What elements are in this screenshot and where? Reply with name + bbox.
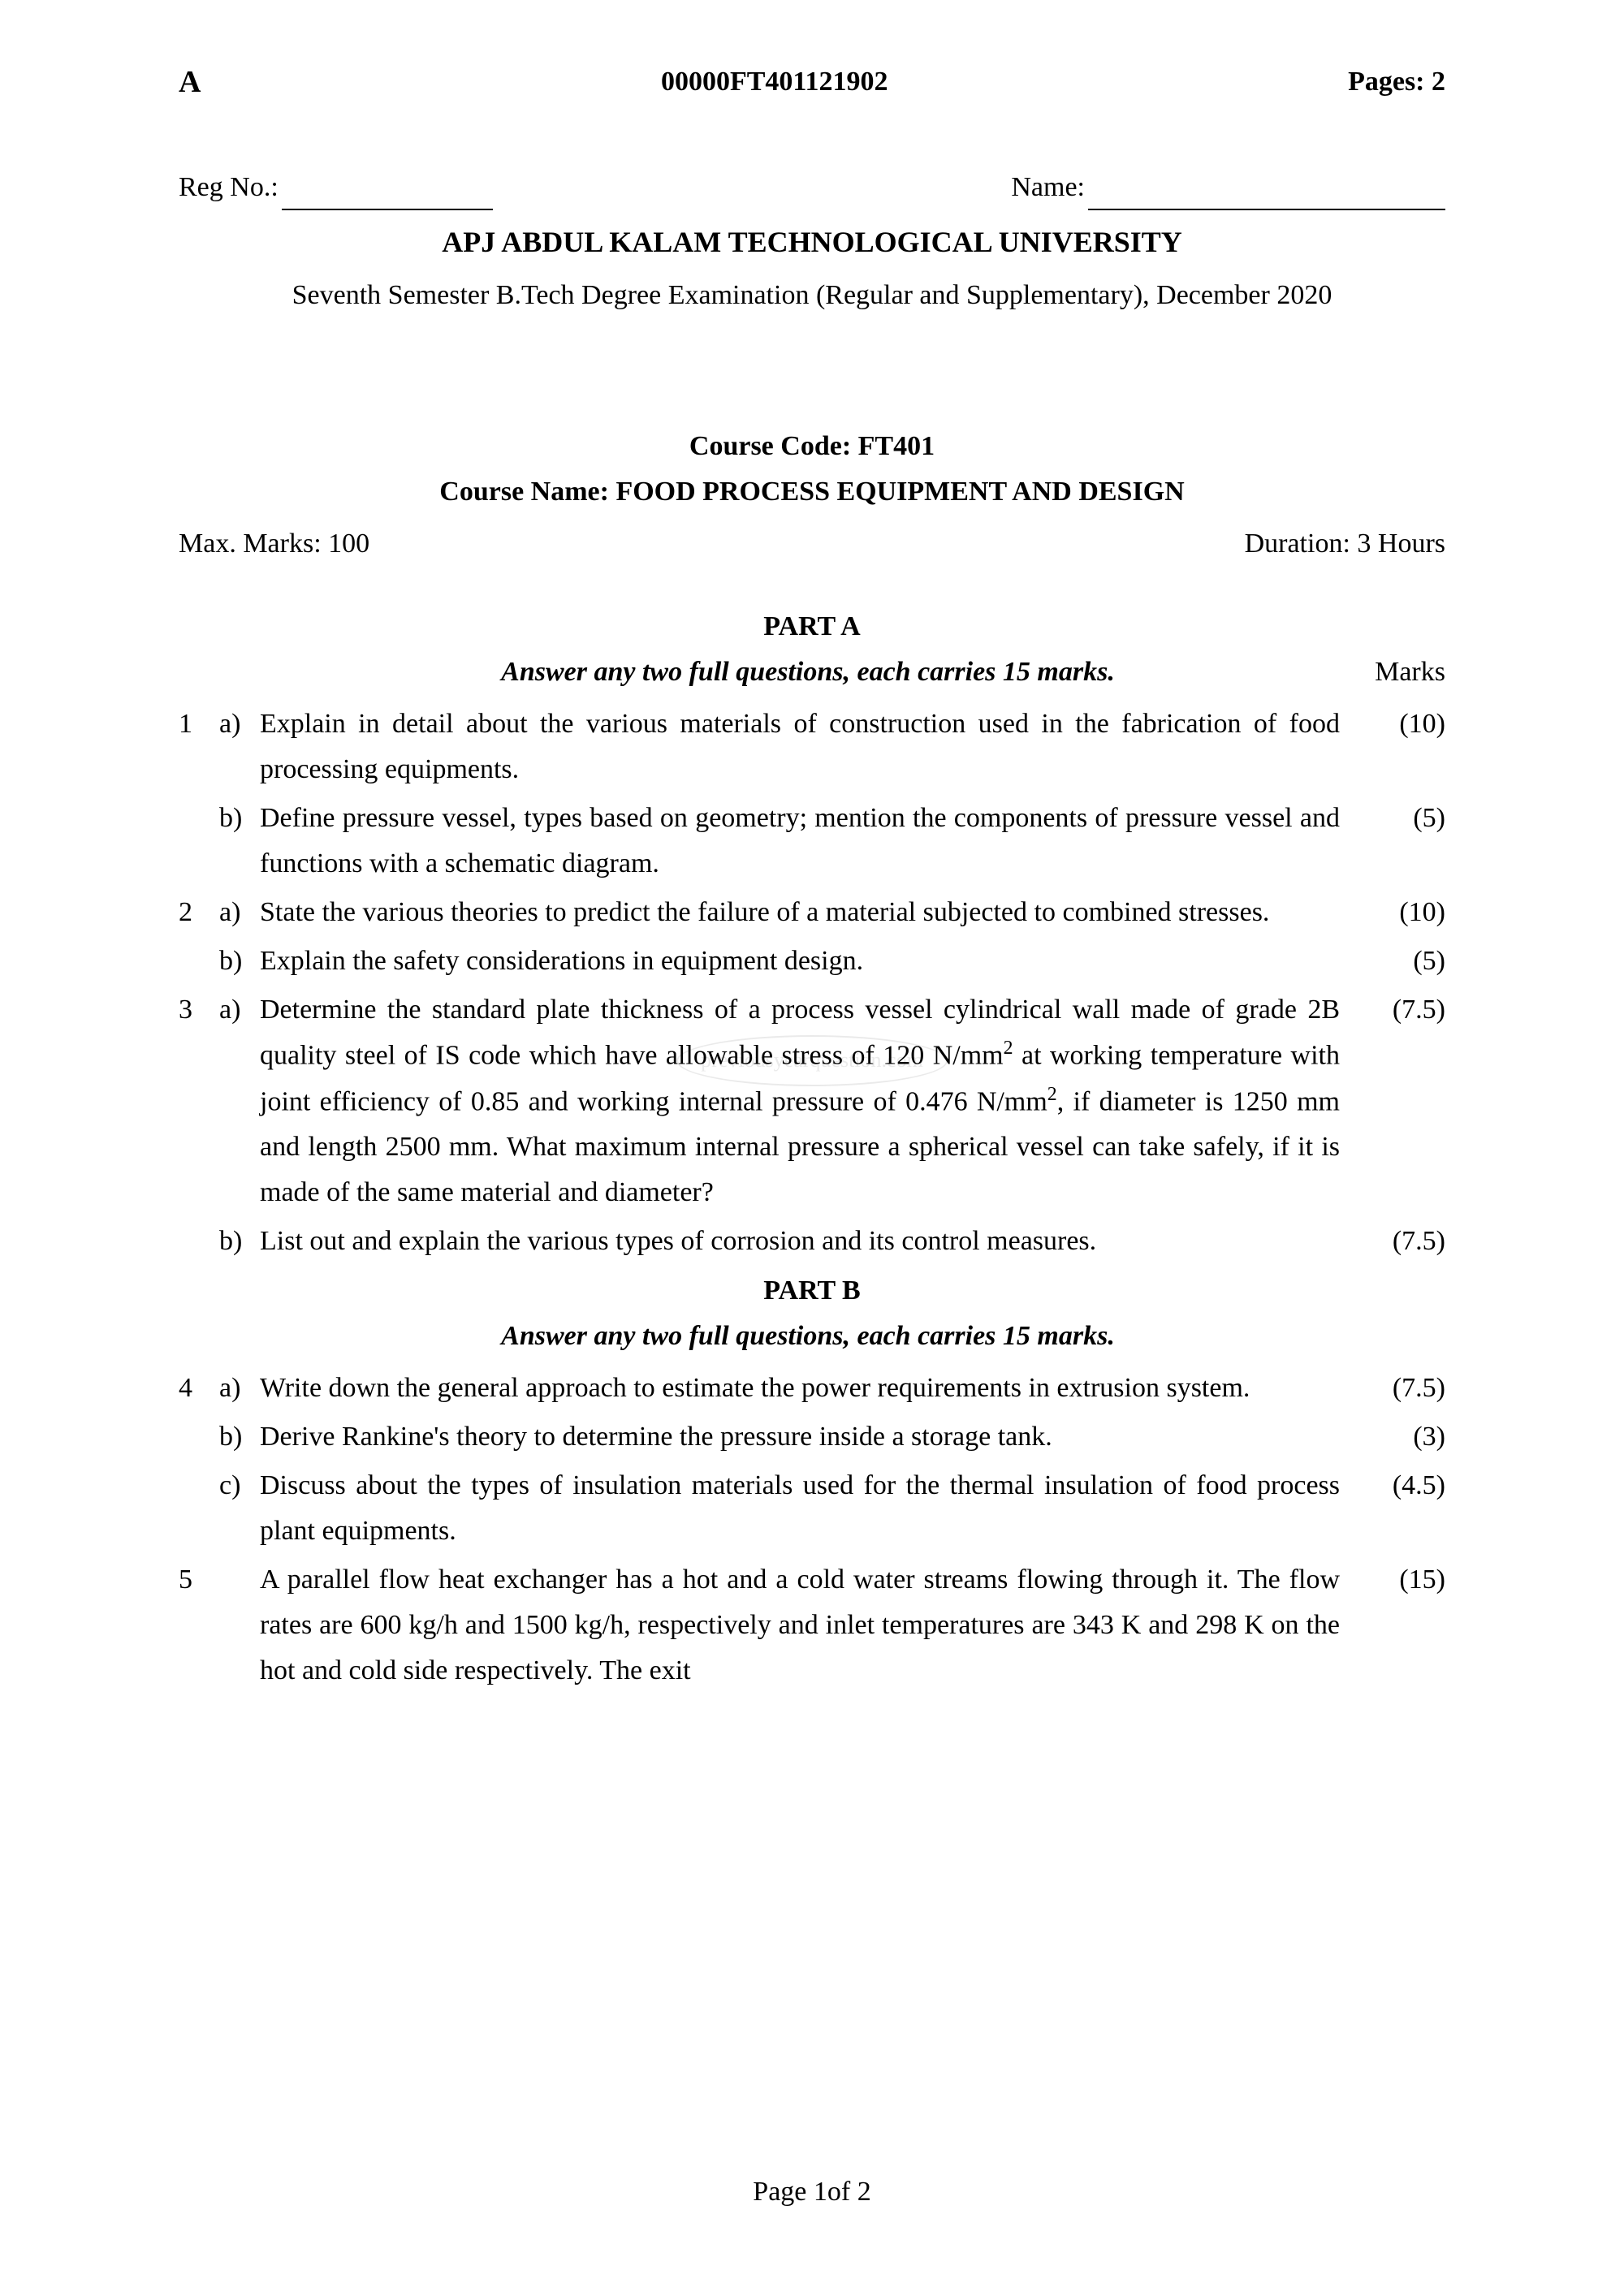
q-marks: (10) bbox=[1356, 890, 1445, 935]
q-marks: (15) bbox=[1356, 1557, 1445, 1694]
q-num: 3 bbox=[179, 987, 219, 1215]
header-center: 00000FT401121902 bbox=[201, 59, 1348, 105]
question-row: 3 a) Determine the standard plate thickn… bbox=[179, 987, 1445, 1215]
part-a-title: PART A bbox=[179, 604, 1445, 650]
q-text: A parallel flow heat exchanger has a hot… bbox=[260, 1557, 1356, 1694]
q-marks: (5) bbox=[1356, 939, 1445, 984]
q-text: List out and explain the various types o… bbox=[260, 1219, 1356, 1264]
q-marks: (7.5) bbox=[1356, 1366, 1445, 1411]
exam-info: Seventh Semester B.Tech Degree Examinati… bbox=[179, 273, 1445, 318]
q-marks: (7.5) bbox=[1356, 987, 1445, 1215]
q-text: State the various theories to predict th… bbox=[260, 890, 1356, 935]
q-sub: b) bbox=[219, 1414, 260, 1460]
question-row: b) Explain the safety considerations in … bbox=[179, 939, 1445, 984]
part-a-instruction-row: Answer any two full questions, each carr… bbox=[179, 650, 1445, 695]
q-num: 2 bbox=[179, 890, 219, 935]
part-b-title: PART B bbox=[179, 1268, 1445, 1314]
q-num bbox=[179, 796, 219, 887]
q-num bbox=[179, 1219, 219, 1264]
q-marks: (3) bbox=[1356, 1414, 1445, 1460]
q-num bbox=[179, 1414, 219, 1460]
marks-duration-row: Max. Marks: 100 Duration: 3 Hours bbox=[179, 521, 1445, 567]
q-marks: (4.5) bbox=[1356, 1463, 1445, 1554]
marks-header: Marks bbox=[1356, 650, 1445, 695]
q-sub bbox=[219, 1557, 260, 1694]
q-marks: (7.5) bbox=[1356, 1219, 1445, 1264]
question-row: 4 a) Write down the general approach to … bbox=[179, 1366, 1445, 1411]
reg-label: Reg No.: bbox=[179, 165, 279, 210]
question-row: b) List out and explain the various type… bbox=[179, 1219, 1445, 1264]
q-num: 4 bbox=[179, 1366, 219, 1411]
name-underline bbox=[1088, 179, 1445, 209]
q-text: Explain the safety considerations in equ… bbox=[260, 939, 1356, 984]
max-marks: Max. Marks: 100 bbox=[179, 521, 369, 567]
name-label: Name: bbox=[1011, 165, 1085, 210]
part-a-instruction: Answer any two full questions, each carr… bbox=[260, 650, 1356, 695]
q-sub: b) bbox=[219, 796, 260, 887]
header-left: A bbox=[179, 57, 201, 108]
q-text: Determine the standard plate thickness o… bbox=[260, 987, 1356, 1215]
q-text: Discuss about the types of insulation ma… bbox=[260, 1463, 1356, 1554]
q-sub: a) bbox=[219, 1366, 260, 1411]
header-right: Pages: 2 bbox=[1348, 59, 1445, 105]
q-num: 1 bbox=[179, 701, 219, 792]
q-sub: b) bbox=[219, 1219, 260, 1264]
q-text: Derive Rankine's theory to determine the… bbox=[260, 1414, 1356, 1460]
q-num bbox=[179, 1463, 219, 1554]
q-marks: (5) bbox=[1356, 796, 1445, 887]
question-row: b) Define pressure vessel, types based o… bbox=[179, 796, 1445, 887]
q-sub: a) bbox=[219, 987, 260, 1215]
name-field: Name: bbox=[1011, 165, 1445, 210]
reg-no-field: Reg No.: bbox=[179, 165, 493, 210]
page-footer: Page 1of 2 bbox=[0, 2169, 1624, 2215]
duration: Duration: 3 Hours bbox=[1245, 521, 1445, 567]
question-row: 5 A parallel flow heat exchanger has a h… bbox=[179, 1557, 1445, 1694]
q-sub: a) bbox=[219, 890, 260, 935]
question-row: 2 a) State the various theories to predi… bbox=[179, 890, 1445, 935]
q-sub: b) bbox=[219, 939, 260, 984]
course-code: Course Code: FT401 bbox=[179, 424, 1445, 469]
question-row: c) Discuss about the types of insulation… bbox=[179, 1463, 1445, 1554]
q-text: Explain in detail about the various mate… bbox=[260, 701, 1356, 792]
q-sub: a) bbox=[219, 701, 260, 792]
question-row: b) Derive Rankine's theory to determine … bbox=[179, 1414, 1445, 1460]
q-sub: c) bbox=[219, 1463, 260, 1554]
question-row: 1 a) Explain in detail about the various… bbox=[179, 701, 1445, 792]
q-text: Write down the general approach to estim… bbox=[260, 1366, 1356, 1411]
university-name: APJ ABDUL KALAM TECHNOLOGICAL UNIVERSITY bbox=[179, 218, 1445, 266]
q-text: Define pressure vessel, types based on g… bbox=[260, 796, 1356, 887]
q-num: 5 bbox=[179, 1557, 219, 1694]
course-name: Course Name: FOOD PROCESS EQUIPMENT AND … bbox=[179, 469, 1445, 515]
header-row: A 00000FT401121902 Pages: 2 bbox=[179, 57, 1445, 108]
part-b-instruction: Answer any two full questions, each carr… bbox=[260, 1314, 1356, 1359]
q-marks: (10) bbox=[1356, 701, 1445, 792]
part-b-instruction-row: Answer any two full questions, each carr… bbox=[179, 1314, 1445, 1359]
q-num bbox=[179, 939, 219, 984]
reg-underline bbox=[282, 179, 493, 209]
reg-name-row: Reg No.: Name: bbox=[179, 165, 1445, 210]
